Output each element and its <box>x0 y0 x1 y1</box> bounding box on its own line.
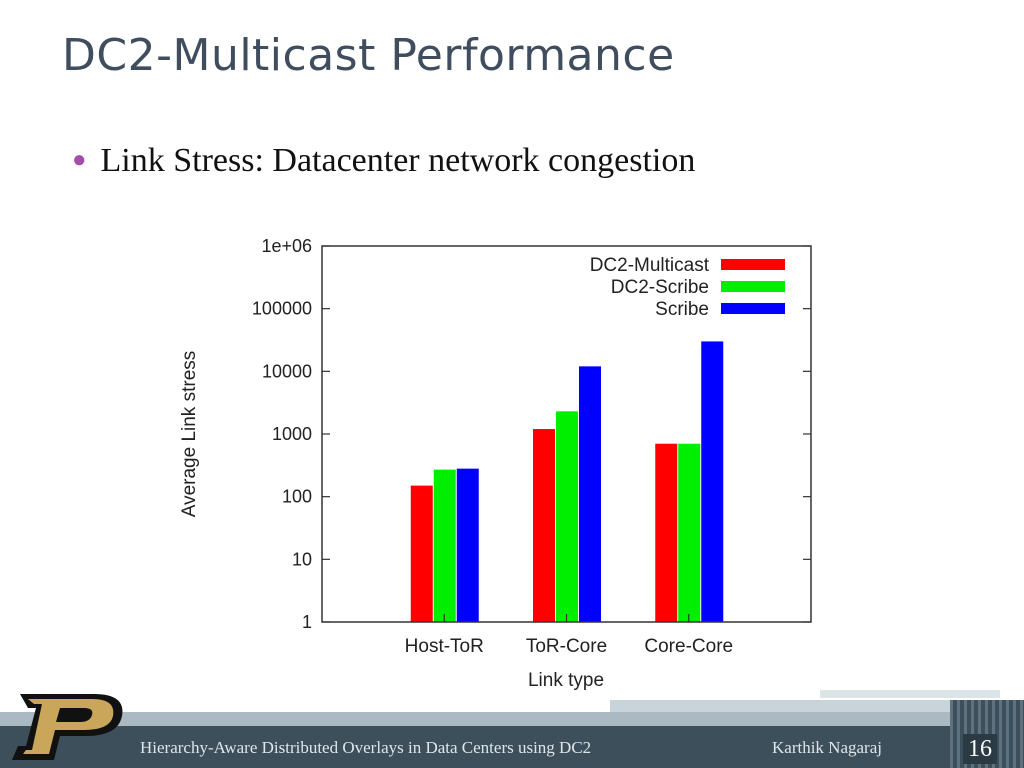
legend-label: Scribe <box>655 299 709 320</box>
legend-swatch <box>721 281 785 292</box>
x-tick-label: Core-Core <box>644 636 733 657</box>
legend-swatch <box>721 259 785 270</box>
bar-0-2 <box>456 468 479 622</box>
slide-number: 16 <box>963 734 997 764</box>
y-tick-label: 10 <box>292 549 312 569</box>
y-tick-label: 10000 <box>262 361 312 381</box>
footer-band <box>0 712 1024 726</box>
legend-swatch <box>721 303 785 314</box>
legend-label: DC2-Multicast <box>590 255 710 276</box>
x-tick-label: Host-ToR <box>405 636 484 657</box>
chart-bars <box>410 341 724 622</box>
y-tick-label: 1 <box>302 612 312 632</box>
y-axis-ticks: 1 10 100 1000 10000 100000 1e+06 <box>252 236 811 632</box>
link-stress-chart: 1 10 100 1000 10000 100000 1e+06 Host-ToR ToR-C… <box>179 236 812 691</box>
bar-0-1 <box>433 469 456 622</box>
bar-1-1 <box>556 411 578 622</box>
x-tick-label: ToR-Core <box>526 636 607 657</box>
purdue-p-logo-icon <box>12 694 123 760</box>
footer-presentation-title: Hierarchy-Aware Distributed Overlays in … <box>140 738 592 757</box>
bar-1-2 <box>579 366 601 622</box>
slide-title: DC2-Multicast Performance <box>62 30 675 81</box>
y-tick-label: 100 <box>282 487 312 507</box>
bullet-item: ● Link Stress: Datacenter network congest… <box>72 142 695 180</box>
bullet-dot-icon: ● <box>72 147 87 173</box>
legend-label: DC2-Scribe <box>611 277 709 298</box>
bar-2-1 <box>678 443 701 622</box>
bar-2-0 <box>655 443 678 622</box>
footer-bar <box>0 726 1024 768</box>
footer-author: Karthik Nagaraj <box>772 738 882 757</box>
x-axis-labels: Host-ToR ToR-Core Core-Core <box>405 614 733 657</box>
bar-1-0 <box>533 429 555 622</box>
y-tick-label: 1e+06 <box>261 236 312 256</box>
y-tick-label: 100000 <box>252 299 312 319</box>
x-axis-label: Link type <box>528 670 604 691</box>
bar-2-2 <box>701 341 724 622</box>
bar-0-0 <box>410 485 433 622</box>
y-axis-label: Average Link stress <box>179 351 200 518</box>
bullet-text: Link Stress: Datacenter network congesti… <box>100 142 696 179</box>
footer-decor-stripe <box>820 690 1000 698</box>
footer-decor-stripe <box>610 700 950 712</box>
y-tick-label: 1000 <box>272 424 312 444</box>
